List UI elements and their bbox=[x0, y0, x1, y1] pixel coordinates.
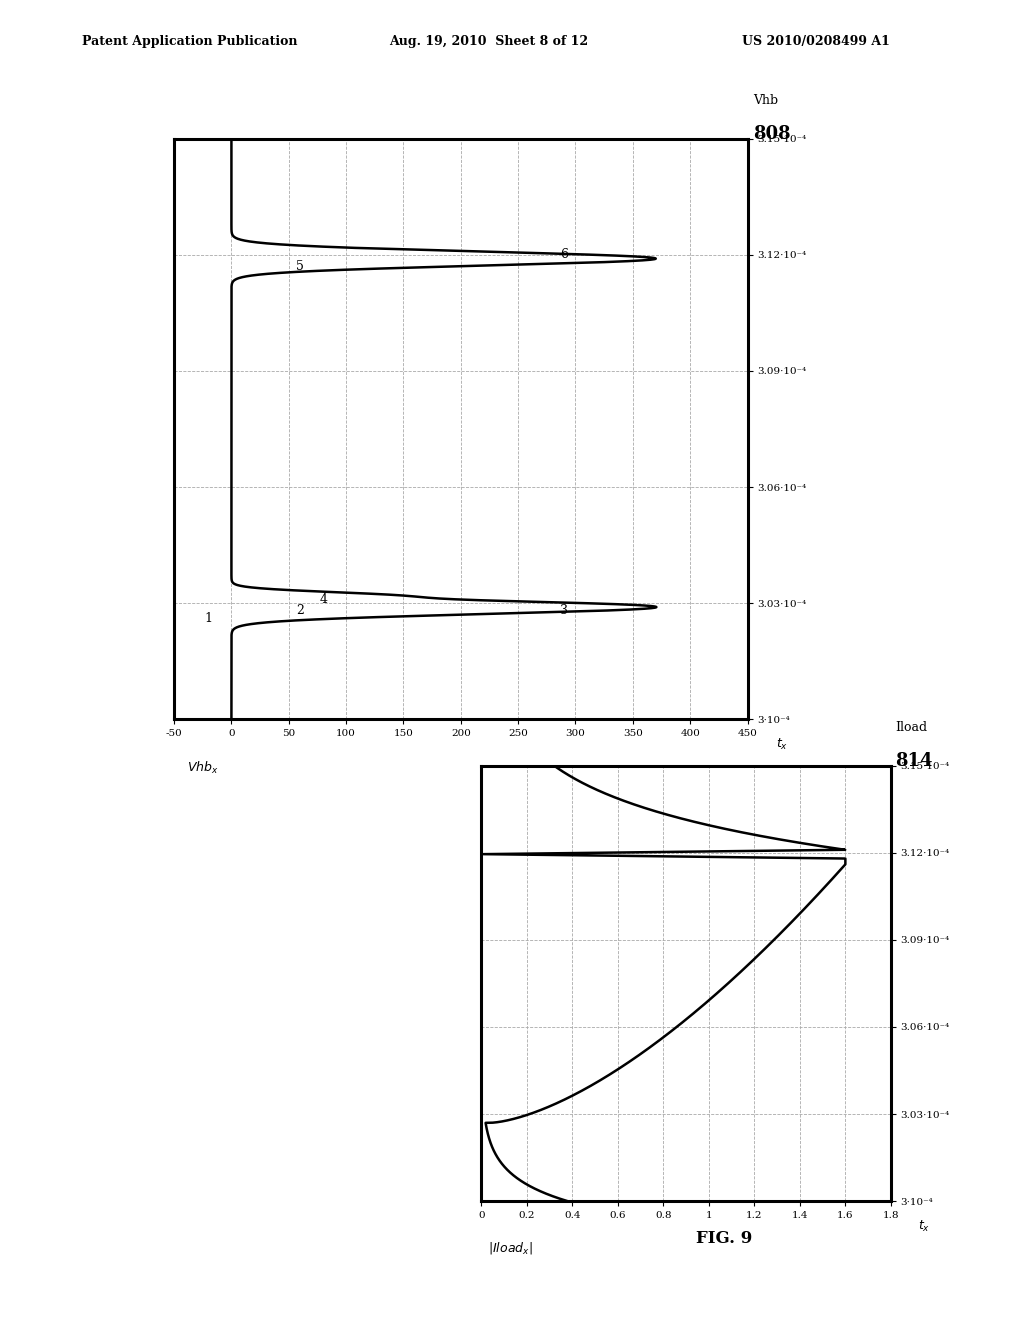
Text: 814: 814 bbox=[895, 751, 933, 770]
Text: 2: 2 bbox=[296, 605, 304, 618]
Text: 4: 4 bbox=[319, 593, 328, 606]
Text: Vhb: Vhb bbox=[754, 94, 778, 107]
Text: 1: 1 bbox=[205, 612, 213, 626]
Text: 5: 5 bbox=[296, 260, 304, 273]
Text: Patent Application Publication: Patent Application Publication bbox=[82, 34, 297, 48]
Text: 6: 6 bbox=[560, 248, 568, 261]
Text: 808: 808 bbox=[754, 124, 791, 143]
Text: US 2010/0208499 A1: US 2010/0208499 A1 bbox=[742, 34, 890, 48]
X-axis label: $Vhb_x$: $Vhb_x$ bbox=[187, 760, 218, 776]
Y-axis label: $t_x$: $t_x$ bbox=[776, 737, 788, 752]
Text: Aug. 19, 2010  Sheet 8 of 12: Aug. 19, 2010 Sheet 8 of 12 bbox=[389, 34, 588, 48]
Text: Iload: Iload bbox=[895, 721, 927, 734]
Text: FIG. 9: FIG. 9 bbox=[696, 1230, 753, 1247]
X-axis label: $| Iload_x |$: $| Iload_x |$ bbox=[487, 1241, 532, 1257]
Text: 3: 3 bbox=[560, 605, 568, 618]
Y-axis label: $t_x$: $t_x$ bbox=[918, 1218, 930, 1234]
